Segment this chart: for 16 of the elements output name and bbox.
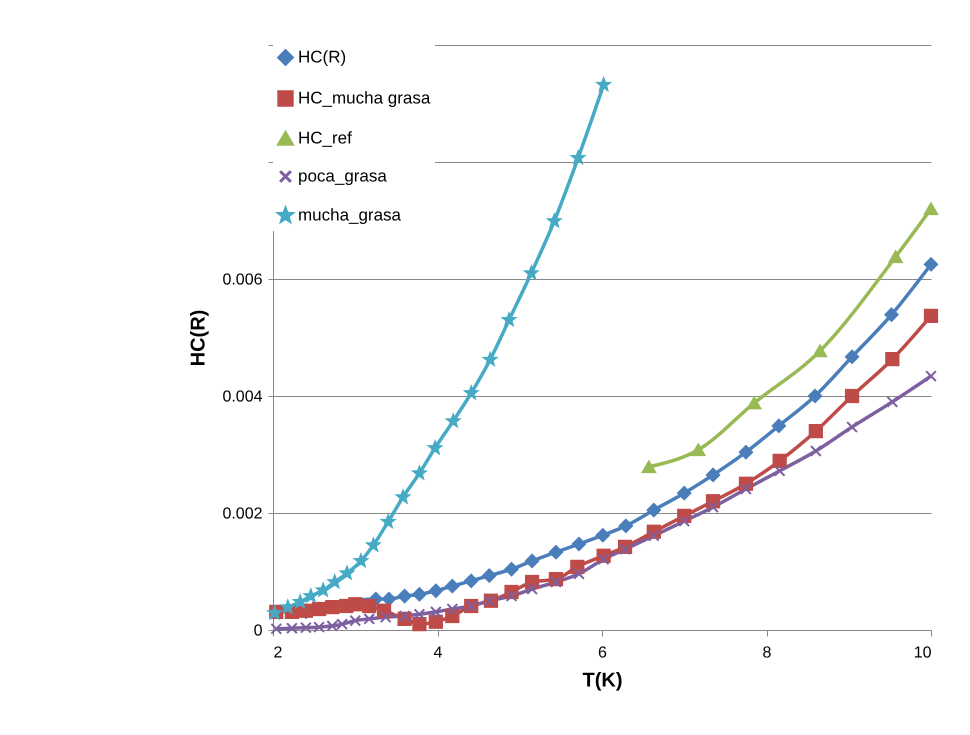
y-tick-label: 0.006 xyxy=(222,272,263,288)
legend-label: HC(R) xyxy=(298,48,346,66)
x-tick-label: 10 xyxy=(914,644,932,662)
x-tick-label: 4 xyxy=(434,644,443,662)
y-tick-label: 0.004 xyxy=(222,388,263,406)
x-tick-label: 2 xyxy=(274,644,282,662)
y-tick-label: 0.002 xyxy=(222,506,263,522)
legend-label: HC_ref xyxy=(298,128,352,148)
y-axis-title: HC(R) xyxy=(187,310,210,366)
legend-label: HC_mucha grasa xyxy=(298,88,431,108)
x-axis-title: T(K) xyxy=(582,670,622,692)
legend-label: mucha_grasa xyxy=(298,206,402,224)
legend-label: poca_grasa xyxy=(298,166,388,186)
x-tick-label: 6 xyxy=(598,644,608,662)
y-tick-label: 0 xyxy=(254,622,263,640)
x-tick-label: 8 xyxy=(762,644,772,662)
